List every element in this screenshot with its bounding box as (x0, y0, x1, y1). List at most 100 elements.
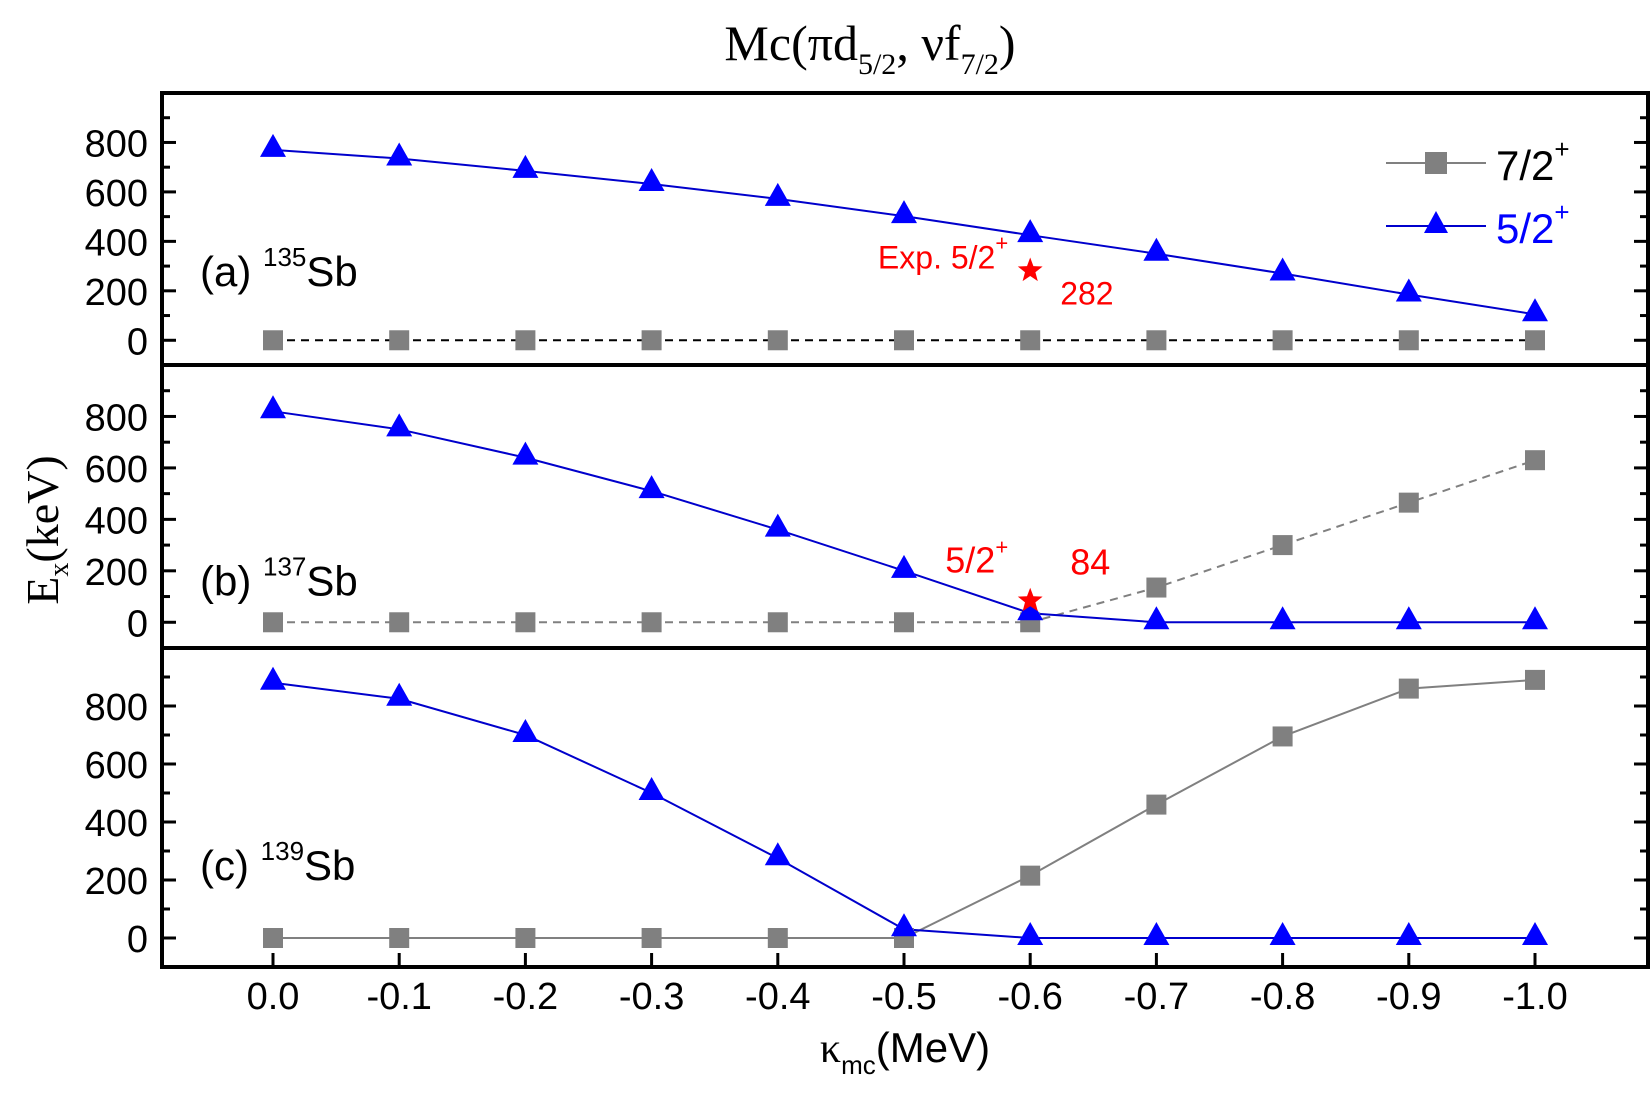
x-tick-label: -0.3 (619, 976, 684, 1018)
data-point-triangle (260, 395, 286, 419)
data-point-triangle (1143, 606, 1170, 630)
x-tick-label: -0.1 (366, 976, 431, 1018)
data-point-square (1398, 330, 1419, 351)
data-point-square (894, 330, 914, 351)
series-line-5-2 (272, 148, 1536, 316)
panel-b: 0 200 400 600 800 5/2+ 84 (b) 137Sb (85, 363, 1650, 650)
y-tick-label: 600 (85, 449, 148, 491)
data-point-square (515, 330, 536, 351)
panel-mass-number: 137 (263, 552, 306, 582)
panel-element: Sb (304, 842, 355, 889)
x-tick-label: -0.5 (871, 976, 936, 1018)
data-point-square (263, 928, 283, 948)
panel-element: Sb (306, 248, 357, 295)
y-tick-label: 800 (85, 397, 148, 439)
x-tick-label: -0.4 (745, 976, 810, 1018)
data-point-square (894, 612, 914, 633)
data-point-square (767, 928, 788, 948)
data-point-square (1272, 726, 1293, 747)
experiment-label: Exp. 5/2+ (878, 231, 1008, 276)
series-line-7-2 (273, 459, 1536, 624)
experiment-star-icon (1017, 257, 1043, 282)
series-line-5-2 (272, 681, 1535, 939)
series-line-5-2 (272, 410, 1535, 624)
xlabel-main: κ (820, 1026, 841, 1072)
title-mid: , νf (896, 15, 961, 71)
ylabel-end: (keV) (17, 455, 68, 562)
data-point-square (1146, 330, 1167, 351)
y-tick-label: 0 (127, 603, 148, 645)
data-point-triangle (1522, 298, 1548, 322)
data-point-triangle (638, 777, 665, 800)
data-point-triangle (512, 441, 539, 465)
data-point-triangle (891, 913, 917, 937)
data-point-square (641, 928, 662, 948)
x-axis-ticks: 0.0 -0.1 -0.2 -0.3 -0.4 -0.5 -0.6 -0.7 -0.8 -0.9 -… (247, 953, 1568, 1018)
y-tick-label: 400 (85, 222, 148, 264)
experiment-value-label: 282 (1060, 276, 1113, 312)
data-point-square (389, 612, 410, 633)
data-point-triangle (891, 554, 917, 578)
panel-label: (b) 137Sb (200, 552, 358, 605)
panel-element: Sb (306, 558, 357, 605)
x-tick-label: -0.6 (997, 976, 1062, 1018)
data-point-triangle (638, 167, 665, 191)
y-tick-label: 600 (85, 173, 148, 215)
xlabel-sub: mc (841, 1050, 876, 1080)
panel-label: (a) 135Sb (200, 242, 358, 295)
panel-frame (160, 91, 1650, 367)
data-point-square (1146, 577, 1167, 598)
data-point-square (515, 928, 536, 948)
panel-a: 0 200 400 600 800 Exp. 5/2+ 282 (a) 135Sb (85, 91, 1650, 367)
y-tick-label: 0 (127, 321, 148, 363)
data-point-triangle (1395, 922, 1422, 945)
x-tick-label: -0.8 (1250, 976, 1315, 1018)
y-tick-label: 400 (85, 803, 148, 845)
y-tick-label: 200 (85, 272, 148, 314)
experiment-label-text: Exp. 5/2 (878, 240, 995, 276)
y-tick-label: 400 (85, 500, 148, 542)
experiment-label-text: 5/2 (945, 540, 995, 581)
data-point-square (389, 928, 410, 948)
legend-label-7-2: 7/2+ (1496, 134, 1570, 189)
x-tick-label: -0.2 (493, 976, 558, 1018)
data-point-square (1020, 330, 1041, 351)
data-point-triangle (1269, 606, 1296, 630)
data-point-triangle (1395, 278, 1422, 302)
data-point-triangle (764, 842, 791, 866)
panel-letter: (b) (200, 558, 263, 605)
data-point-triangle (260, 666, 286, 690)
experiment-star-icon (1017, 587, 1043, 612)
data-point-square (1272, 330, 1293, 351)
data-point-square (1398, 492, 1419, 513)
x-tick-label: -1.0 (1502, 976, 1567, 1018)
y-tick-label: 800 (85, 123, 148, 165)
y-tick-label: 200 (85, 552, 148, 594)
data-point-triangle (1522, 922, 1548, 945)
experiment-label-sup: + (995, 535, 1008, 560)
panel-label: (c) 139Sb (200, 836, 355, 889)
data-point-triangle (891, 200, 917, 224)
legend-square-marker (1425, 152, 1447, 174)
data-point-square (515, 612, 536, 633)
title-sub2: 7/2 (961, 48, 999, 81)
title-end: ) (999, 15, 1016, 71)
data-point-square (641, 330, 662, 351)
panel-letter: (c) (200, 842, 261, 889)
panel-mass-number: 135 (263, 242, 306, 272)
legend-entry-5-2: 5/2+ (1386, 197, 1570, 252)
data-point-triangle (1017, 597, 1044, 621)
x-tick-label: -0.9 (1376, 976, 1441, 1018)
data-point-triangle (1395, 606, 1422, 630)
data-point-square (1272, 535, 1293, 556)
data-point-triangle (1017, 219, 1044, 243)
data-point-square (1525, 669, 1545, 690)
data-point-triangle (260, 133, 286, 157)
legend-entry-7-2: 7/2+ (1386, 134, 1570, 189)
data-point-triangle (1269, 257, 1296, 281)
experiment-value-label: 84 (1070, 542, 1110, 583)
data-point-square (389, 330, 410, 351)
series-line-7-2 (273, 678, 1536, 939)
data-point-triangle (1143, 922, 1170, 945)
x-tick-label: -0.7 (1124, 976, 1189, 1018)
